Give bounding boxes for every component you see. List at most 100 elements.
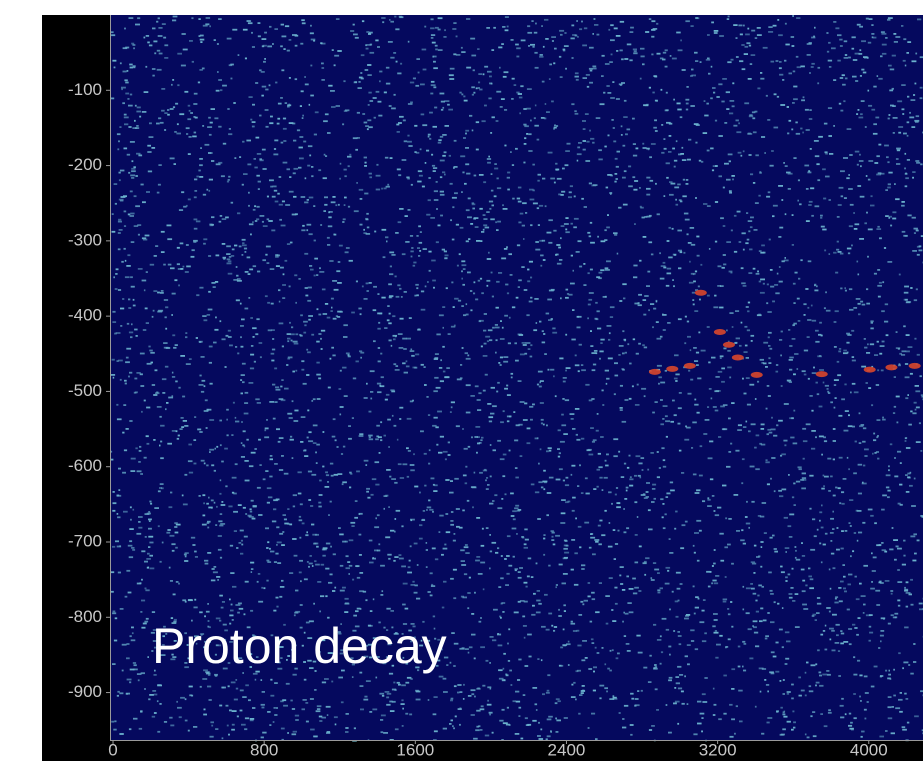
noise-hit — [446, 287, 448, 289]
noise-hit — [589, 68, 593, 70]
noise-hit — [789, 536, 793, 538]
noise-hit — [176, 133, 181, 135]
noise-hit — [390, 710, 395, 712]
noise-hit — [164, 299, 168, 301]
noise-hit — [473, 293, 475, 295]
noise-hit — [860, 700, 862, 702]
noise-hit — [536, 322, 538, 324]
noise-hit — [779, 227, 783, 229]
noise-hit — [218, 549, 222, 551]
noise-hit — [762, 668, 766, 670]
noise-hit — [725, 517, 727, 519]
noise-hit — [245, 392, 249, 394]
noise-hit — [467, 500, 470, 502]
noise-hit — [853, 674, 857, 676]
noise-hit — [845, 78, 848, 80]
noise-hit — [215, 524, 217, 526]
noise-hit — [435, 558, 438, 560]
noise-hit — [431, 585, 435, 587]
noise-hit — [768, 31, 773, 33]
noise-hit — [588, 596, 591, 598]
noise-hit — [243, 29, 248, 31]
noise-hit — [493, 449, 497, 451]
noise-hit — [476, 121, 479, 123]
noise-hit — [258, 188, 260, 190]
noise-hit — [768, 26, 772, 28]
noise-hit — [161, 487, 164, 489]
noise-hit — [393, 52, 396, 54]
noise-hit — [333, 418, 336, 420]
noise-hit — [896, 148, 901, 150]
noise-hit — [738, 122, 740, 124]
noise-hit — [526, 586, 528, 588]
noise-hit — [674, 687, 676, 689]
noise-hit — [267, 487, 272, 489]
noise-hit — [610, 316, 613, 318]
noise-hit — [331, 347, 334, 349]
noise-hit — [133, 305, 136, 307]
noise-hit — [318, 378, 321, 380]
noise-hit — [179, 716, 182, 718]
noise-hit — [301, 196, 306, 198]
noise-hit — [144, 688, 146, 690]
noise-hit — [817, 355, 822, 357]
noise-hit — [893, 33, 896, 35]
noise-hit — [380, 565, 385, 567]
noise-hit — [338, 677, 343, 679]
noise-hit — [595, 541, 599, 543]
noise-hit — [350, 522, 355, 524]
noise-hit — [538, 722, 540, 724]
noise-hit — [912, 177, 914, 179]
noise-hit — [684, 675, 686, 677]
noise-hit — [308, 431, 311, 433]
noise-hit — [438, 17, 443, 19]
noise-hit — [837, 374, 841, 376]
noise-hit — [783, 693, 786, 695]
noise-hit — [436, 241, 439, 243]
noise-hit — [442, 346, 445, 348]
noise-hit — [485, 479, 487, 481]
noise-hit — [837, 34, 842, 36]
noise-hit — [541, 487, 544, 489]
noise-hit — [318, 502, 321, 504]
noise-hit — [767, 691, 769, 693]
noise-hit — [646, 188, 651, 190]
noise-hit — [897, 149, 900, 151]
noise-hit — [871, 404, 873, 406]
noise-hit — [491, 387, 495, 389]
noise-hit — [490, 551, 492, 553]
noise-hit — [629, 59, 632, 61]
noise-hit — [739, 60, 743, 62]
noise-hit — [715, 630, 717, 632]
noise-hit — [543, 259, 546, 261]
noise-hit — [751, 335, 755, 337]
noise-hit — [746, 357, 749, 359]
noise-hit — [914, 553, 917, 555]
noise-hit — [488, 156, 490, 158]
noise-hit — [231, 729, 235, 731]
noise-hit — [430, 93, 433, 95]
noise-hit — [445, 479, 449, 481]
noise-hit — [823, 630, 825, 632]
noise-hit — [406, 447, 409, 449]
noise-hit — [253, 336, 255, 338]
noise-hit — [843, 641, 848, 643]
noise-hit — [291, 340, 293, 342]
noise-hit — [583, 284, 586, 286]
noise-hit — [879, 282, 882, 284]
noise-hit — [503, 76, 507, 78]
noise-hit — [793, 373, 796, 375]
noise-hit — [898, 132, 901, 134]
noise-hit — [199, 158, 203, 160]
noise-hit — [327, 237, 330, 239]
noise-hit — [507, 535, 511, 537]
noise-hit — [703, 433, 707, 435]
noise-hit — [397, 73, 401, 75]
noise-hit — [380, 353, 382, 355]
noise-hit — [396, 296, 400, 298]
noise-hit — [830, 476, 833, 478]
noise-hit — [607, 325, 612, 327]
noise-hit — [871, 686, 875, 688]
noise-hit — [290, 700, 292, 702]
noise-hit — [426, 214, 430, 216]
